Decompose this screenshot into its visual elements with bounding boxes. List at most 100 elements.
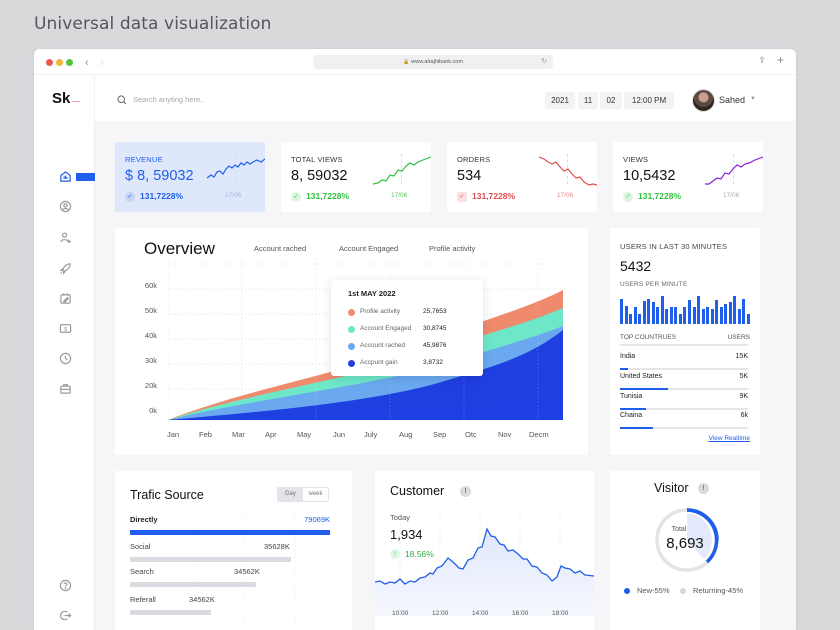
tab-account-rached[interactable]: Account rached <box>254 244 307 253</box>
browser-window: ‹ › 🔒 www.alrajhibank.com ↻ ⇪ + Sk $ <box>34 49 796 630</box>
legend-returning: Returning-45% <box>693 586 744 595</box>
clock-icon[interactable] <box>58 351 72 365</box>
new-tab-icon[interactable]: + <box>776 53 784 67</box>
users-per-minute-bar <box>746 313 750 324</box>
traffic-bar <box>130 582 256 587</box>
chart-tooltip: 1st MAY 2022 Profile activity 25,7653 Ac… <box>331 280 483 376</box>
user-circle-icon[interactable] <box>58 199 72 213</box>
url-bar[interactable]: 🔒 www.alrajhibank.com ↻ <box>313 55 553 69</box>
users-per-minute-bar <box>629 313 633 324</box>
kpi-card-views[interactable]: VIEWS 10,5432 ✓ 131,7228% 17/06 <box>613 142 763 212</box>
customer-line-chart <box>375 511 594 616</box>
help-icon[interactable] <box>58 578 72 592</box>
users-icon[interactable] <box>58 230 72 244</box>
users-per-minute-bar <box>697 296 701 324</box>
date-month[interactable]: 11 <box>578 92 598 109</box>
logo: Sk <box>52 90 71 107</box>
share-icon[interactable]: ⇪ <box>758 55 766 65</box>
users-per-minute-bar <box>656 307 660 324</box>
x-tick: Apr <box>265 430 277 439</box>
tooltip-label: Profile activity <box>360 308 401 315</box>
svg-text:$: $ <box>63 326 66 332</box>
home-chart-icon[interactable] <box>58 169 72 183</box>
y-tick: 50k <box>144 306 157 315</box>
kpi-label: REVENUE <box>125 155 163 164</box>
close-window-button[interactable] <box>46 59 53 66</box>
view-realtime-link[interactable]: View Realtime <box>708 435 750 442</box>
country-bar <box>620 388 668 390</box>
chevron-right-icon[interactable]: › <box>100 55 104 69</box>
toggle-day[interactable]: Day <box>278 488 303 501</box>
users-per-minute-bar <box>638 313 642 324</box>
users-per-minute-bar <box>687 299 691 324</box>
users-per-minute-bar <box>724 303 728 324</box>
check-icon: ✓ <box>623 192 633 202</box>
traffic-source-title: Trafic Source <box>130 488 204 502</box>
check-icon: ✓ <box>291 192 301 202</box>
lock-icon: 🔒 <box>403 59 410 65</box>
info-icon[interactable]: ! <box>460 486 471 497</box>
tooltip-label: Account Engaged <box>360 325 412 332</box>
y-tick: 20k <box>144 381 157 390</box>
page-heading: Universal data visualization <box>34 14 272 34</box>
traffic-label: Search <box>130 567 154 576</box>
user-name[interactable]: Sahed <box>719 95 746 105</box>
tooltip-value: 3,8732 <box>423 359 443 366</box>
country-users: 15K <box>735 353 748 360</box>
legend-dot <box>348 343 355 350</box>
kpi-value: 534 <box>457 168 482 184</box>
tab-account-engaged[interactable]: Account Engaged <box>339 244 399 253</box>
legend-dot <box>348 326 355 333</box>
kpi-change: 131,7228% <box>306 191 350 201</box>
realtime-value: 5432 <box>620 258 652 274</box>
date-time[interactable]: 12:00 PM <box>624 92 674 109</box>
calendar-edit-icon[interactable] <box>58 291 72 305</box>
overview-card: Overview Account rached Account Engaged … <box>115 228 588 455</box>
reload-icon[interactable]: ↻ <box>541 58 547 65</box>
kpi-card-total-views[interactable]: TOTAL VIEWS 8, 59032 ✓ 131,7228% 17/06 <box>281 142 431 212</box>
total-views-sparkline <box>373 156 431 185</box>
users-per-minute-bar <box>678 313 682 324</box>
tab-profile-activity[interactable]: Profile activity <box>429 244 476 253</box>
rocket-icon[interactable] <box>58 261 72 275</box>
country-name: United States <box>620 373 663 380</box>
date-year[interactable]: 2021 <box>545 92 575 109</box>
chevron-left-icon[interactable]: ‹ <box>85 55 89 69</box>
minimize-window-button[interactable] <box>56 59 63 66</box>
traffic-bar <box>130 557 291 562</box>
search-icon <box>117 95 127 105</box>
x-tick: July <box>364 430 378 439</box>
column-header-countries: TOP COUNTRUES <box>620 334 677 341</box>
users-per-minute-bar <box>683 307 687 324</box>
chevron-down-icon[interactable]: ▼ <box>750 96 756 102</box>
users-per-minute-bar <box>742 298 746 324</box>
column-header-users: USERS <box>727 334 750 341</box>
x-tick: 14:00 <box>472 610 489 617</box>
traffic-label: Referall <box>130 595 156 604</box>
logout-icon[interactable] <box>58 608 72 622</box>
maximize-window-button[interactable] <box>66 59 73 66</box>
x-tick: Jan <box>167 430 180 439</box>
users-per-minute-bar <box>660 296 664 324</box>
traffic-label: Directly <box>130 515 158 524</box>
kpi-label: TOTAL VIEWS <box>291 155 343 164</box>
users-per-minute-bar <box>620 298 624 324</box>
date-day[interactable]: 02 <box>600 92 622 109</box>
arrow-up-icon: ↑ <box>390 549 400 559</box>
traffic-grid <box>195 511 296 630</box>
legend-dot-new <box>624 588 630 594</box>
info-icon[interactable]: ! <box>698 483 709 494</box>
toggle-week[interactable]: week <box>308 491 323 497</box>
users-per-minute-bar <box>669 307 673 324</box>
kpi-card-revenue[interactable]: REVENUE $ 8, 59032 ✓ 131,7228% 17/06 <box>115 142 265 212</box>
dollar-icon[interactable]: $ <box>58 321 72 335</box>
briefcase-icon[interactable] <box>58 381 72 395</box>
search-input[interactable] <box>133 92 333 106</box>
avatar[interactable] <box>692 89 715 112</box>
legend-dot <box>348 360 355 367</box>
traffic-value: 34562K <box>189 595 215 604</box>
tooltip-label: Account rached <box>360 342 406 349</box>
kpi-card-orders[interactable]: ORDERS 534 ✓ 131,7228% 17/06 <box>447 142 597 212</box>
legend-dot <box>348 309 355 316</box>
traffic-value: 79069K <box>304 515 330 524</box>
